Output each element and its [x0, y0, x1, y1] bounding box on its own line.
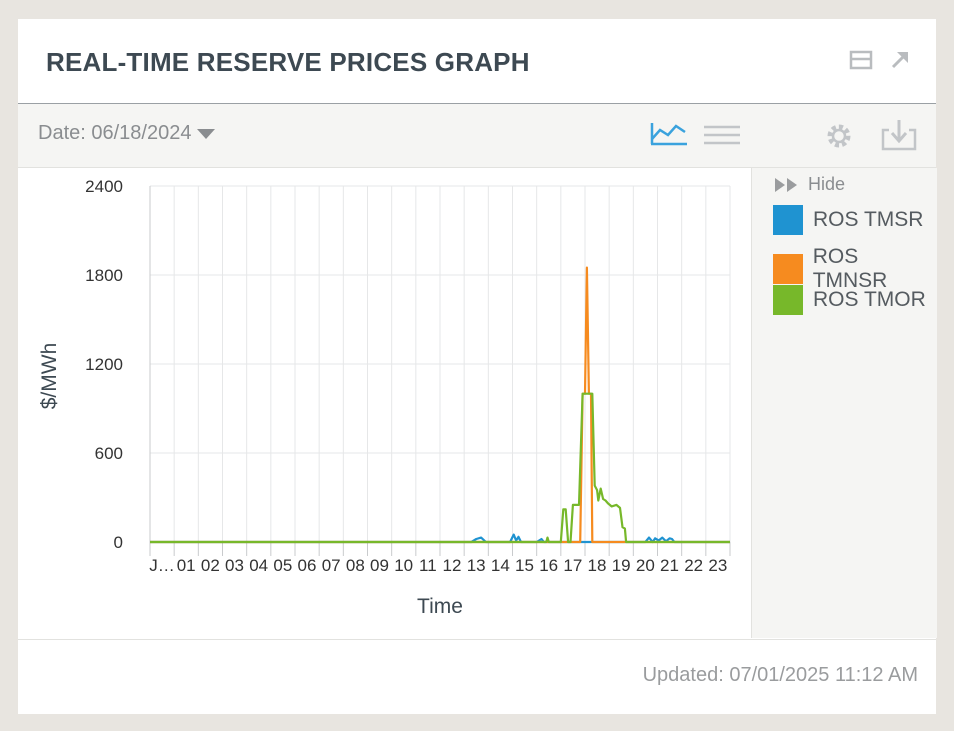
x-tick-label: J… — [149, 556, 175, 575]
updated-timestamp: Updated: 07/01/2025 11:12 AM — [642, 664, 918, 686]
y-tick-label: 1800 — [85, 266, 123, 285]
chart-toolbar: Date: 06/18/2024 — [18, 104, 936, 168]
legend-swatch — [773, 254, 803, 284]
x-tick-label: 12 — [443, 556, 462, 575]
x-tick-label: 23 — [708, 556, 727, 575]
legend-label: ROS TMNSR — [812, 245, 888, 292]
x-tick-label: 22 — [684, 556, 703, 575]
x-axis-title: Time — [417, 595, 463, 618]
reserve-prices-card: REAL-TIME RESERVE PRICES GRAPH Date: 06/… — [18, 19, 937, 715]
legend-swatch — [773, 285, 803, 315]
x-tick-label: 17 — [563, 556, 582, 575]
caret-down-icon — [197, 128, 216, 139]
series-line-ros-tmor — [150, 392, 730, 544]
double-chevron-right-icon — [775, 177, 797, 192]
date-selector[interactable]: Date: 06/18/2024 — [38, 122, 216, 145]
x-tick-label: 06 — [298, 556, 317, 575]
card-footer: Updated: 07/01/2025 11:12 AM — [18, 639, 936, 715]
x-tick-label: 09 — [370, 556, 389, 575]
series-line-ros-tmnsr — [150, 266, 730, 544]
legend-label: ROS TMOR — [813, 288, 926, 311]
x-tick-label: 19 — [612, 556, 631, 575]
x-tick-label: 02 — [201, 556, 220, 575]
line-chart: 0 600 1200 1800 2400 J… 01 02 03 04 05 06 07 08 09 10 11… — [38, 177, 731, 618]
line-chart-icon[interactable] — [650, 121, 688, 152]
minimize-icon[interactable] — [849, 49, 873, 76]
y-tick-label: 0 — [114, 533, 123, 552]
x-tick-label: 14 — [491, 556, 510, 575]
x-tick-label: 08 — [346, 556, 365, 575]
x-tick-label: 13 — [467, 556, 486, 575]
y-tick-label: 2400 — [85, 177, 123, 196]
y-tick-label: 1200 — [85, 355, 123, 374]
table-view-icon[interactable] — [703, 124, 741, 151]
hide-legend-toggle[interactable]: Hide — [774, 174, 845, 195]
x-tick-label: 01 — [177, 556, 196, 575]
legend-item-ros-tmnsr[interactable]: ROS TMNSR — [773, 245, 937, 293]
gear-icon[interactable] — [824, 121, 854, 156]
page-title: REAL-TIME RESERVE PRICES GRAPH — [46, 47, 530, 77]
y-tick-label: 600 — [95, 444, 123, 463]
chart-area: 0 600 1200 1800 2400 J… 01 02 03 04 05 06 07 08 09 10 11… — [18, 168, 750, 638]
legend-panel: Hide ROS TMSR ROS TMNSR ROS TMOR — [751, 168, 937, 638]
card-header: REAL-TIME RESERVE PRICES GRAPH — [18, 19, 936, 104]
x-tick-label: 11 — [419, 556, 437, 575]
x-tick-label: 07 — [322, 556, 341, 575]
x-tick-label: 10 — [394, 556, 413, 575]
y-axis-title: $/MWh — [38, 343, 61, 410]
legend-swatch — [773, 205, 803, 235]
legend-item-ros-tmsr[interactable]: ROS TMSR — [773, 205, 923, 235]
x-tick-label: 20 — [636, 556, 655, 575]
x-tick-label: 18 — [588, 556, 607, 575]
x-tick-label: 04 — [249, 556, 268, 575]
legend-item-ros-tmor[interactable]: ROS TMOR — [773, 285, 926, 315]
expand-icon[interactable] — [889, 49, 911, 76]
x-tick-label: 03 — [225, 556, 244, 575]
download-icon[interactable] — [880, 118, 918, 157]
date-label: Date: 06/18/2024 — [38, 122, 192, 144]
x-tick-label: 15 — [515, 556, 534, 575]
x-tick-label: 05 — [273, 556, 292, 575]
x-tick-label: 21 — [660, 556, 679, 575]
legend-label: ROS TMSR — [813, 208, 924, 231]
x-tick-label: 16 — [539, 556, 558, 575]
hide-label: Hide — [808, 174, 846, 194]
